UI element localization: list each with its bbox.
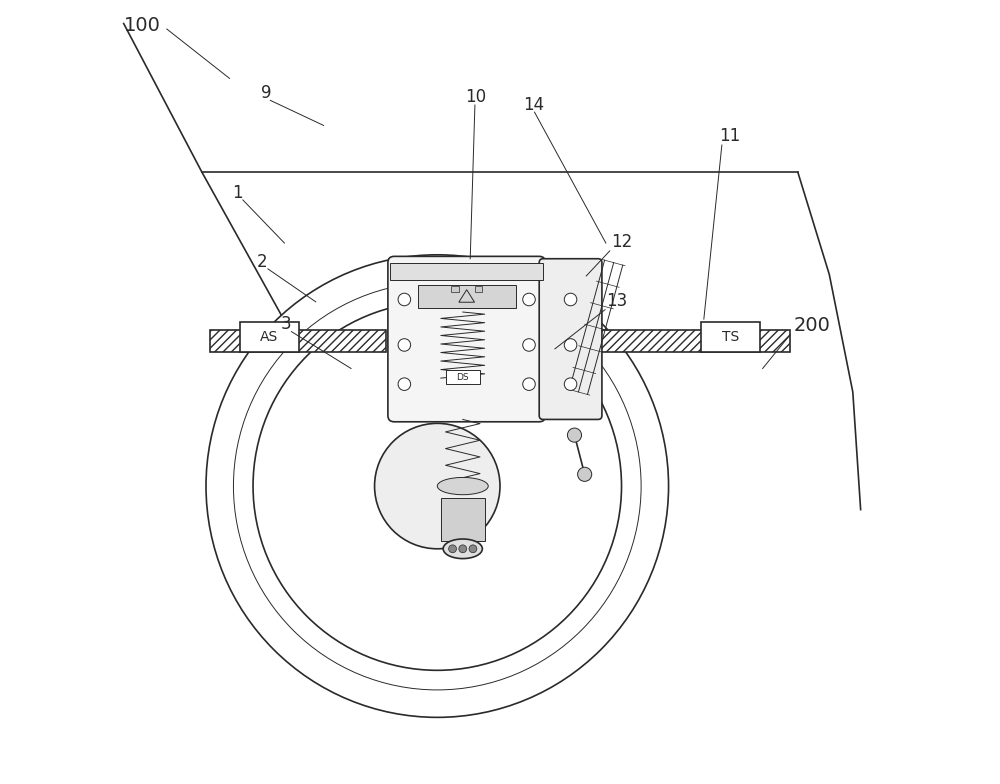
Text: 3: 3	[280, 315, 291, 333]
Circle shape	[253, 302, 622, 670]
Circle shape	[206, 255, 669, 717]
Circle shape	[398, 378, 411, 390]
Text: 12: 12	[611, 233, 633, 251]
Bar	[701, 322, 760, 352]
Circle shape	[398, 293, 411, 306]
Bar	[390, 263, 543, 280]
Text: TS: TS	[722, 330, 740, 344]
Text: DS: DS	[456, 372, 469, 382]
Circle shape	[375, 423, 500, 549]
Bar	[210, 330, 386, 352]
Bar	[592, 330, 790, 352]
Text: 14: 14	[524, 96, 545, 114]
Text: 11: 11	[720, 127, 741, 145]
Text: 10: 10	[465, 88, 486, 106]
Circle shape	[459, 545, 467, 553]
Text: 9: 9	[261, 84, 271, 102]
Bar	[210, 330, 386, 352]
Bar	[418, 285, 516, 308]
Text: AS: AS	[260, 330, 278, 344]
Circle shape	[564, 378, 577, 390]
Bar	[441, 498, 485, 541]
FancyBboxPatch shape	[388, 256, 545, 422]
Text: 100: 100	[124, 16, 161, 35]
FancyBboxPatch shape	[539, 259, 602, 419]
Circle shape	[523, 339, 535, 351]
Circle shape	[567, 428, 582, 442]
Bar	[592, 330, 790, 352]
Circle shape	[564, 293, 577, 306]
Circle shape	[398, 339, 411, 351]
Circle shape	[449, 545, 456, 553]
Text: 1: 1	[232, 183, 242, 201]
Circle shape	[523, 293, 535, 306]
Bar	[475, 286, 482, 292]
Bar	[451, 286, 459, 292]
Text: 2: 2	[257, 252, 268, 270]
Circle shape	[564, 339, 577, 351]
Ellipse shape	[443, 539, 482, 559]
Circle shape	[523, 378, 535, 390]
Text: 13: 13	[606, 292, 627, 310]
Circle shape	[469, 545, 477, 553]
Circle shape	[578, 467, 592, 481]
Text: 200: 200	[794, 316, 831, 335]
Ellipse shape	[437, 477, 488, 495]
Bar	[240, 322, 299, 352]
Bar	[446, 370, 480, 384]
